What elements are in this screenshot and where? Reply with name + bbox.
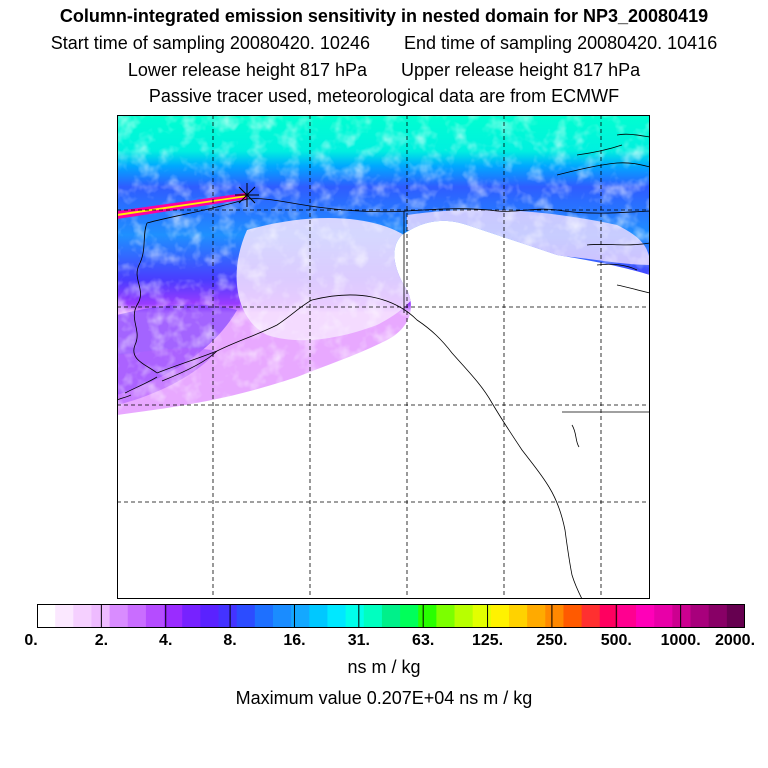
- colorbar-swatch: [381, 604, 401, 628]
- colorbar-swatch: [327, 604, 347, 628]
- colorbar-swatch: [164, 604, 183, 628]
- colorbar-swatch: [145, 604, 165, 628]
- colorbar-tick-label: 2.: [94, 632, 109, 649]
- plot-title: Column-integrated emission sensitivity i…: [59, 6, 709, 26]
- colorbar-swatch: [109, 604, 129, 628]
- colorbar-swatch: [581, 604, 601, 628]
- colorbar-tick-label: 63.: [412, 632, 435, 649]
- colorbar-swatch: [599, 604, 619, 628]
- colorbar-swatch: [436, 604, 456, 628]
- colorbar-tick-label: 250.: [536, 632, 568, 649]
- colorbar-tick-label: 500.: [600, 632, 632, 649]
- sampling-times: Start time of sampling 20080420. 10246 En…: [0, 33, 768, 54]
- colorbar-swatch: [182, 604, 201, 628]
- colorbar-swatch: [509, 604, 528, 628]
- colorbar-swatch: [654, 604, 673, 628]
- coastlines: [117, 133, 650, 599]
- colorbar-swatch: [400, 604, 419, 628]
- colorbar-swatch: [37, 604, 56, 628]
- colorbar-swatch: [73, 604, 92, 628]
- colorbar-swatch: [472, 604, 492, 628]
- maximum-value: Maximum value 0.207E+04 ns m / kg: [235, 688, 533, 708]
- colorbar-tick-label: 125.: [471, 632, 504, 649]
- colorbar-frame: [37, 604, 745, 628]
- release-heights: Lower release height 817 hPa Upper releas…: [0, 60, 768, 81]
- colorbar-swatch: [527, 604, 546, 628]
- colorbar-tick-label: 16.: [283, 632, 306, 649]
- map-frame: [117, 115, 650, 599]
- colorbar-swatch: [708, 604, 728, 628]
- colorbar-swatch: [127, 604, 147, 628]
- colorbar-swatch: [254, 604, 274, 628]
- colorbar-ticks: 0. 2. 4. 8. 16. 31. 63. 125. 250. 500. 1000. 2000.: [0, 632, 768, 654]
- upper-release-height: Upper release height 817 hPa: [401, 60, 641, 80]
- colorbar: [37, 604, 745, 628]
- colorbar-swatch: [726, 604, 745, 628]
- colorbar-swatch: [345, 604, 365, 628]
- colorbar-swatch: [309, 604, 328, 628]
- colorbar-swatch: [55, 604, 74, 628]
- colorbar-tick-label: 1000.: [660, 632, 701, 649]
- colorbar-swatch: [218, 604, 238, 628]
- colorbar-tick-label: 2000.: [714, 632, 756, 649]
- start-time-label: Start time of sampling 20080420. 10246: [50, 33, 370, 53]
- colorbar-swatch: [291, 604, 310, 628]
- colorbar-swatch: [236, 604, 256, 628]
- colorbar-units: ns m / kg: [347, 657, 421, 677]
- colorbar-swatch: [617, 604, 637, 628]
- colorbar-tick-label: 4.: [159, 632, 173, 649]
- sensitivity-map: [117, 115, 650, 599]
- colorbar-swatch: [200, 604, 220, 628]
- colorbar-swatch: [490, 604, 510, 628]
- colorbar-swatch: [545, 604, 564, 628]
- lat-lon-grid: [117, 115, 650, 599]
- lower-release-height: Lower release height 817 hPa: [127, 60, 367, 80]
- colorbar-swatch: [636, 604, 655, 628]
- colorbar-swatch: [690, 604, 710, 628]
- colorbar-swatch: [418, 604, 437, 628]
- colorbar-swatch: [91, 604, 111, 628]
- colorbar-swatch: [563, 604, 583, 628]
- colorbar-swatch: [363, 604, 383, 628]
- colorbar-swatch: [454, 604, 474, 628]
- colorbar-swatch: [672, 604, 692, 628]
- colorbar-swatch: [273, 604, 292, 628]
- end-time-label: End time of sampling 20080420. 10416: [403, 33, 718, 53]
- colorbar-tick-label: 31.: [347, 632, 370, 649]
- colorbar-tick-label: 0.: [24, 632, 38, 649]
- tracer-note: Passive tracer used, meteorological data…: [148, 86, 620, 106]
- colorbar-tick-label: 8.: [223, 632, 237, 649]
